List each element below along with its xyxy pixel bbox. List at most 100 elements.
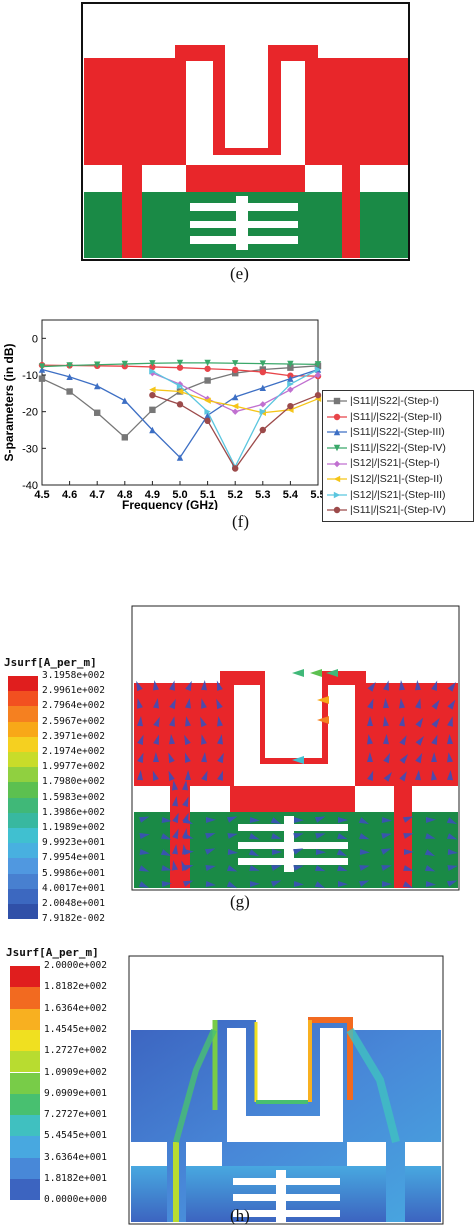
data-point — [204, 397, 211, 404]
current-arrow — [383, 680, 389, 691]
current-arrow — [381, 881, 392, 887]
current-arrow — [185, 716, 191, 727]
scale-swatch — [10, 1072, 40, 1094]
current-arrow — [367, 752, 373, 763]
data-point — [232, 408, 239, 415]
data-point — [333, 507, 341, 514]
current-arrow — [185, 680, 192, 692]
current-arrow — [138, 865, 150, 872]
data-point — [176, 359, 184, 367]
current-arrow — [184, 734, 191, 746]
data-point — [314, 391, 322, 399]
current-arrow — [200, 716, 207, 728]
current-arrow — [447, 734, 453, 745]
radiating-patch — [84, 45, 408, 258]
current-arrow — [137, 734, 144, 746]
scale-swatch — [8, 752, 38, 768]
scale-label: 2.5967e+002 — [42, 715, 105, 727]
current-arrow — [205, 865, 216, 871]
scale-swatch — [10, 1157, 40, 1179]
current-arrow — [205, 817, 216, 823]
x-axis-label: Frequency (GHz) — [122, 498, 218, 510]
current-arrow — [226, 816, 238, 823]
current-arrow — [358, 817, 370, 825]
current-arrow — [226, 865, 238, 872]
current-arrow — [249, 881, 260, 887]
current-arrow — [139, 833, 150, 839]
figure-g: Jsurf[A_per_m] 3.1958e+002 2.9961e+002 2.7… — [0, 540, 474, 924]
current-arrow — [381, 865, 392, 871]
data-point — [333, 491, 341, 499]
scale-label: 1.3986e+002 — [42, 806, 105, 818]
data-point — [287, 360, 294, 368]
current-arrow — [153, 716, 160, 728]
scale-swatch — [10, 1179, 40, 1201]
current-arrow — [216, 698, 223, 710]
y-tick-label: -10 — [22, 370, 38, 382]
y-tick-label: -20 — [22, 407, 38, 419]
current-arrow — [424, 849, 436, 857]
current-arrow — [337, 817, 348, 823]
figure-h: Jsurf[A_per_m] 2.0000e+002 1.8182e+002 1.6… — [0, 920, 474, 1230]
legend-entry: |S12|/|S21|-(Step-II) — [327, 473, 443, 485]
data-point — [333, 476, 341, 483]
current-arrow — [317, 716, 329, 724]
current-arrow — [161, 881, 172, 887]
current-arrow — [367, 734, 373, 745]
scale-label: 1.8182e+002 — [44, 981, 107, 993]
y-tick-label: -30 — [22, 443, 38, 455]
legend-entry: |S11|/|S22|-(Step-I) — [327, 395, 439, 407]
current-arrow — [168, 752, 175, 764]
current-arrow — [201, 752, 207, 763]
scale-swatch — [8, 873, 38, 889]
scale-label: 1.8182e+001 — [44, 1173, 107, 1184]
current-arrow — [169, 734, 175, 745]
data-point — [66, 388, 73, 395]
current-arrow — [181, 860, 188, 872]
caption-f: (f) — [232, 512, 249, 531]
data-point — [149, 426, 156, 434]
current-arrow — [172, 844, 178, 855]
current-arrow — [204, 848, 216, 855]
current-arrow — [249, 865, 260, 871]
current-arrow — [271, 833, 282, 839]
current-arrow — [182, 828, 188, 839]
current-arrow — [185, 770, 191, 781]
current-arrow — [447, 770, 453, 781]
current-arrow — [359, 833, 370, 840]
scale-swatch — [10, 966, 40, 988]
data-point — [232, 369, 239, 377]
data-point — [287, 386, 294, 393]
legend-label: |S12|/|S21|-(Step-II) — [350, 473, 443, 485]
legend-entry: |S11|/|S22|-(Step-II) — [327, 411, 442, 423]
chart-legend: |S11|/|S22|-(Step-I) |S11|/|S22|-(Step-II… — [322, 390, 474, 522]
legend-entry: |S11|/|S22|-(Step-IV) — [327, 442, 446, 454]
data-point — [314, 361, 322, 368]
current-arrow — [182, 812, 189, 824]
legend-swatch — [327, 507, 347, 514]
scale-swatch — [8, 676, 38, 692]
scale-label: 7.9182e-002 — [42, 913, 105, 925]
data-point — [94, 361, 101, 368]
scale-swatch — [8, 904, 38, 920]
data-point — [314, 366, 322, 373]
current-arrow — [336, 849, 348, 857]
current-arrow — [182, 780, 188, 791]
x-tick-label: 4.7 — [90, 489, 105, 501]
scale-swatch — [8, 706, 38, 722]
data-point — [232, 360, 239, 367]
x-tick-label: 5.2 — [228, 489, 243, 501]
data-point — [287, 375, 294, 382]
legend-label: |S11|/|S22|-(Step-IV) — [350, 441, 446, 454]
current-arrow — [172, 812, 179, 824]
current-arrow — [415, 735, 424, 746]
scale-swatch — [10, 1136, 40, 1158]
current-arrow — [425, 833, 436, 839]
legend-label: |S12|/|S21|-(Step-I) — [350, 457, 440, 470]
current-arrow — [359, 849, 370, 855]
current-arrow — [403, 833, 414, 839]
scale-label: 1.0909e+002 — [44, 1066, 107, 1078]
current-arrow — [383, 734, 389, 745]
current-arrow — [293, 817, 304, 823]
current-arrow — [380, 848, 392, 855]
